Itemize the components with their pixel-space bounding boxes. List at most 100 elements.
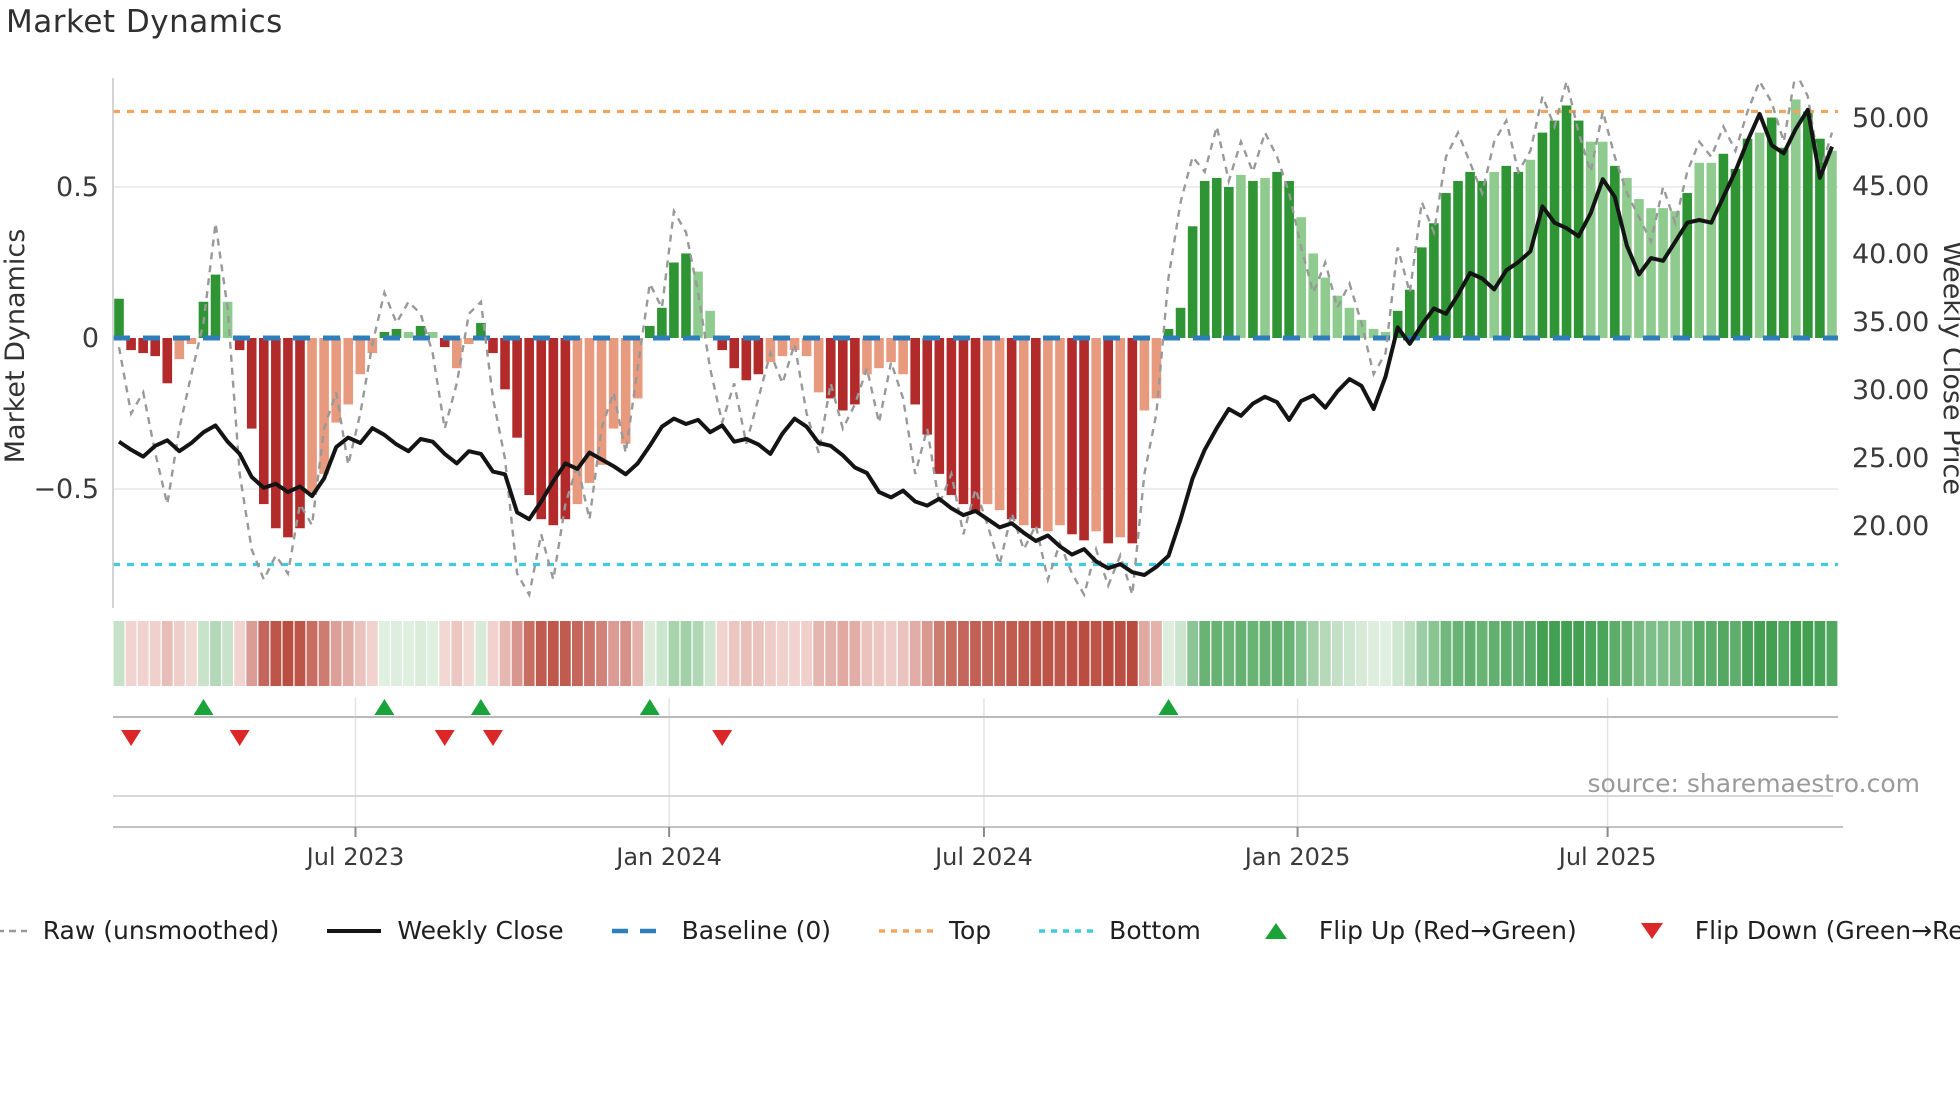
heatmap-cell [475,621,487,686]
oscillator-bar [210,274,221,338]
heatmap-cell [632,621,644,686]
oscillator-bar [536,338,547,520]
heatmap-cell [113,621,125,686]
weekly-close-line [117,107,1834,577]
heatmap-cell [366,621,378,686]
oscillator-bar [1332,295,1343,338]
heatmap-cell [427,621,439,686]
heatmap-cell [1585,621,1597,686]
heatmap-cell [1368,621,1379,686]
oscillator-bar [271,338,281,529]
oscillator-bar [910,338,920,405]
oscillator-bar [753,338,764,375]
heatmap-cell [186,621,197,686]
legend-line-swatch [1039,928,1094,933]
oscillator-bar [789,338,800,351]
heatmap-cell [596,621,607,686]
oscillator-bar [1622,177,1632,338]
heatmap-cell [222,621,233,686]
flip-down-marker [482,730,503,746]
legend-label: Top [948,916,992,945]
heatmap-cell [728,621,740,686]
legend-line-swatch [0,929,27,932]
oscillator-bar [524,338,534,496]
legend-label: Raw (unsmoothed) [42,916,280,945]
heatmap-cell [1428,621,1440,686]
heatmap-cell [1295,621,1307,686]
heatmap-cell [620,621,632,686]
oscillator-bar [295,338,305,529]
oscillator-bar [1658,208,1668,338]
heatmap-cell [173,621,185,686]
oscillator-bar [705,310,715,338]
heatmap-cell [982,621,993,686]
oscillator-bar [476,322,486,338]
oscillator-bar [1296,217,1306,338]
oscillator-bar [451,338,462,369]
heatmap-cell [1657,621,1669,686]
oscillator-bar [283,338,293,538]
heatmap-cell [789,621,800,686]
heatmap-cell [354,621,366,686]
oscillator-bar [1175,307,1186,338]
oscillator-bar [174,338,185,360]
heatmap-cell [403,621,414,686]
right-tick-label: 30.00 [1852,375,1929,406]
oscillator-bar [1127,338,1138,544]
legend-label: Weekly Close [397,916,564,945]
oscillator-bar [1489,171,1500,338]
heatmap-cell [1524,621,1536,686]
oscillator-bar [1043,338,1053,532]
heatmap-cell [1476,621,1488,686]
oscillator-bar [1187,226,1198,338]
heatmap-cell [1126,621,1138,686]
oscillator-bar [150,338,161,357]
oscillator-bar [1501,165,1512,338]
heatmap-cell [282,621,294,686]
left-tick-label: −0.5 [33,474,99,505]
oscillator-bar [186,338,197,345]
oscillator-bar [1790,99,1801,338]
heatmap-cell [547,621,559,686]
oscillator-bar [343,338,354,405]
heatmap-cell [1597,621,1609,686]
flip-up-marker [1158,699,1179,715]
oscillator-bar [946,338,957,496]
heatmap-cell [1440,621,1452,686]
oscillator-bar [934,338,945,474]
heatmap-strip [113,621,1838,686]
flip-up-marker [193,699,214,715]
heatmap-cell [668,621,680,686]
heatmap-cell [499,621,511,686]
heatmap-cell [680,621,692,686]
heatmap-cell [1645,621,1657,686]
oscillator-bar [1006,338,1017,520]
flip-down-marker [712,730,733,746]
legend-triangle [1264,922,1287,939]
heatmap-cell [294,621,306,686]
heatmap-cell [1102,621,1114,686]
oscillator-bar [1260,177,1270,338]
legend-item: Baseline (0) [610,916,831,945]
heatmap-cell [1790,621,1802,686]
heatmap-cell [1561,621,1572,686]
oscillator-bar [1441,193,1451,338]
left-axis-title: Market Dynamics [0,229,31,464]
oscillator-bar [572,338,583,505]
oscillator-bar [319,338,329,474]
heatmap-cell [1356,621,1367,686]
heatmap-cell [511,621,523,686]
oscillator-bar [1766,117,1777,338]
oscillator-bar [1742,138,1753,338]
heatmap-cell [1742,621,1753,686]
oscillator-bar [1537,132,1548,338]
oscillator-bar [138,338,148,354]
oscillator-bar [307,338,317,496]
oscillator-bar [379,331,390,338]
oscillator-bar [1224,187,1234,338]
oscillator-bar [1754,132,1765,338]
heatmap-cell [933,621,945,686]
heatmap-cell [1235,621,1247,686]
legend-item: Raw (unsmoothed) [0,916,279,945]
heatmap-cell [125,621,137,686]
